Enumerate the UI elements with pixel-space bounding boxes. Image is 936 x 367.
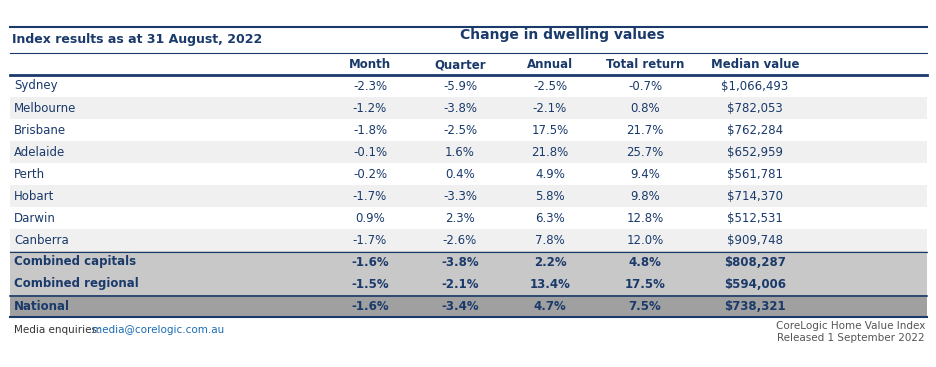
Text: 0.8%: 0.8% bbox=[630, 102, 659, 115]
Text: Annual: Annual bbox=[526, 58, 573, 72]
Text: -5.9%: -5.9% bbox=[443, 80, 476, 92]
Text: 7.8%: 7.8% bbox=[534, 233, 564, 247]
Bar bbox=[10, 119, 926, 141]
Text: 0.9%: 0.9% bbox=[355, 211, 385, 225]
Text: $1,066,493: $1,066,493 bbox=[721, 80, 788, 92]
Text: 9.4%: 9.4% bbox=[629, 167, 659, 181]
Text: Index results as at 31 August, 2022: Index results as at 31 August, 2022 bbox=[12, 33, 262, 46]
Bar bbox=[10, 97, 926, 119]
Text: -3.3%: -3.3% bbox=[443, 189, 476, 203]
Text: Darwin: Darwin bbox=[14, 211, 56, 225]
Text: -3.4%: -3.4% bbox=[441, 299, 478, 312]
Text: 12.0%: 12.0% bbox=[625, 233, 663, 247]
Text: -1.7%: -1.7% bbox=[353, 189, 387, 203]
Bar bbox=[10, 251, 926, 273]
Text: $782,053: $782,053 bbox=[726, 102, 782, 115]
Text: Quarter: Quarter bbox=[433, 58, 485, 72]
Text: 21.8%: 21.8% bbox=[531, 145, 568, 159]
Bar bbox=[10, 163, 926, 185]
Text: -0.2%: -0.2% bbox=[353, 167, 387, 181]
Text: Combined regional: Combined regional bbox=[14, 277, 139, 291]
Text: Melbourne: Melbourne bbox=[14, 102, 77, 115]
Text: -3.8%: -3.8% bbox=[443, 102, 476, 115]
Text: Released 1 September 2022: Released 1 September 2022 bbox=[777, 333, 924, 343]
Text: Adelaide: Adelaide bbox=[14, 145, 66, 159]
Text: Brisbane: Brisbane bbox=[14, 124, 66, 137]
Text: $594,006: $594,006 bbox=[724, 277, 785, 291]
Text: 6.3%: 6.3% bbox=[534, 211, 564, 225]
Text: 0.4%: 0.4% bbox=[445, 167, 475, 181]
Text: 25.7%: 25.7% bbox=[625, 145, 663, 159]
Text: Canberra: Canberra bbox=[14, 233, 68, 247]
Text: -2.6%: -2.6% bbox=[443, 233, 476, 247]
Text: -0.1%: -0.1% bbox=[353, 145, 387, 159]
Text: National: National bbox=[14, 299, 70, 312]
Text: -0.7%: -0.7% bbox=[627, 80, 662, 92]
Text: 4.9%: 4.9% bbox=[534, 167, 564, 181]
Text: -1.7%: -1.7% bbox=[353, 233, 387, 247]
Bar bbox=[10, 273, 926, 295]
Text: $714,370: $714,370 bbox=[726, 189, 782, 203]
Text: -1.6%: -1.6% bbox=[351, 299, 388, 312]
Text: media@corelogic.com.au: media@corelogic.com.au bbox=[92, 325, 224, 335]
Text: -2.5%: -2.5% bbox=[533, 80, 566, 92]
Bar bbox=[10, 229, 926, 251]
Text: $738,321: $738,321 bbox=[724, 299, 785, 312]
Text: 12.8%: 12.8% bbox=[625, 211, 663, 225]
Text: 7.5%: 7.5% bbox=[628, 299, 661, 312]
Text: 4.7%: 4.7% bbox=[534, 299, 565, 312]
Text: 17.5%: 17.5% bbox=[531, 124, 568, 137]
Text: CoreLogic Home Value Index: CoreLogic Home Value Index bbox=[775, 321, 924, 331]
Text: 2.2%: 2.2% bbox=[534, 255, 565, 269]
Text: -3.8%: -3.8% bbox=[441, 255, 478, 269]
Text: 4.8%: 4.8% bbox=[628, 255, 661, 269]
Bar bbox=[10, 75, 926, 97]
Text: 21.7%: 21.7% bbox=[625, 124, 663, 137]
Bar bbox=[10, 185, 926, 207]
Text: $652,959: $652,959 bbox=[726, 145, 782, 159]
Text: 17.5%: 17.5% bbox=[624, 277, 665, 291]
Text: -2.5%: -2.5% bbox=[443, 124, 476, 137]
Text: Month: Month bbox=[348, 58, 390, 72]
Text: 1.6%: 1.6% bbox=[445, 145, 475, 159]
Text: Median value: Median value bbox=[710, 58, 798, 72]
Text: 13.4%: 13.4% bbox=[529, 277, 570, 291]
Text: Sydney: Sydney bbox=[14, 80, 57, 92]
Text: Hobart: Hobart bbox=[14, 189, 54, 203]
Text: 5.8%: 5.8% bbox=[534, 189, 564, 203]
Text: $808,287: $808,287 bbox=[724, 255, 785, 269]
Text: -1.2%: -1.2% bbox=[353, 102, 387, 115]
Text: Change in dwelling values: Change in dwelling values bbox=[460, 28, 665, 42]
Text: $512,531: $512,531 bbox=[726, 211, 782, 225]
Text: -1.5%: -1.5% bbox=[351, 277, 388, 291]
Text: Total return: Total return bbox=[606, 58, 683, 72]
Bar bbox=[10, 207, 926, 229]
Text: Media enquiries:: Media enquiries: bbox=[14, 325, 104, 335]
Text: Combined capitals: Combined capitals bbox=[14, 255, 136, 269]
Text: 9.8%: 9.8% bbox=[629, 189, 659, 203]
Bar bbox=[10, 295, 926, 317]
Text: -2.1%: -2.1% bbox=[441, 277, 478, 291]
Text: Perth: Perth bbox=[14, 167, 45, 181]
Text: $561,781: $561,781 bbox=[726, 167, 782, 181]
Text: -1.8%: -1.8% bbox=[353, 124, 387, 137]
Bar bbox=[10, 141, 926, 163]
Text: $909,748: $909,748 bbox=[726, 233, 782, 247]
Text: $762,284: $762,284 bbox=[726, 124, 782, 137]
Text: -2.3%: -2.3% bbox=[353, 80, 387, 92]
Text: 2.3%: 2.3% bbox=[445, 211, 475, 225]
Text: -1.6%: -1.6% bbox=[351, 255, 388, 269]
Text: -2.1%: -2.1% bbox=[533, 102, 566, 115]
